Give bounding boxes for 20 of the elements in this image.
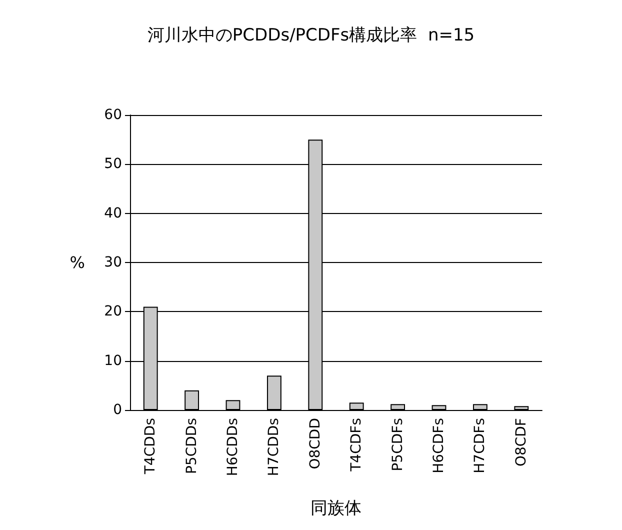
x-tick-label: T4CDFs	[348, 418, 365, 472]
y-tick-label: 50	[104, 156, 122, 172]
y-tick-label: 20	[104, 304, 122, 320]
y-tick-label: 60	[104, 107, 122, 123]
x-tick-label: T4CDDs	[142, 418, 159, 476]
y-tick-label: 30	[104, 254, 122, 270]
y-tick-label: 0	[113, 402, 122, 418]
x-tick-label: O8CDF	[513, 418, 530, 467]
x-tick-label: H7CDDs	[266, 418, 282, 476]
x-tick-label: P5CDFs	[390, 418, 406, 472]
x-tick-label: O8CDD	[307, 418, 324, 470]
x-tick-label: H6CDFs	[431, 418, 447, 474]
y-tick-label: 10	[104, 352, 122, 369]
x-axis-title: 同族体	[310, 498, 362, 518]
y-axis-title: %	[70, 253, 85, 272]
x-tick-label: H7CDFs	[472, 418, 488, 474]
x-tick-label: H6CDDs	[225, 418, 241, 476]
chart-title: 河川水中のPCDDs/PCDFs構成比率 n=15	[147, 26, 475, 46]
y-tick-label: 40	[104, 205, 122, 222]
x-tick-label: P5CDDs	[184, 418, 200, 474]
